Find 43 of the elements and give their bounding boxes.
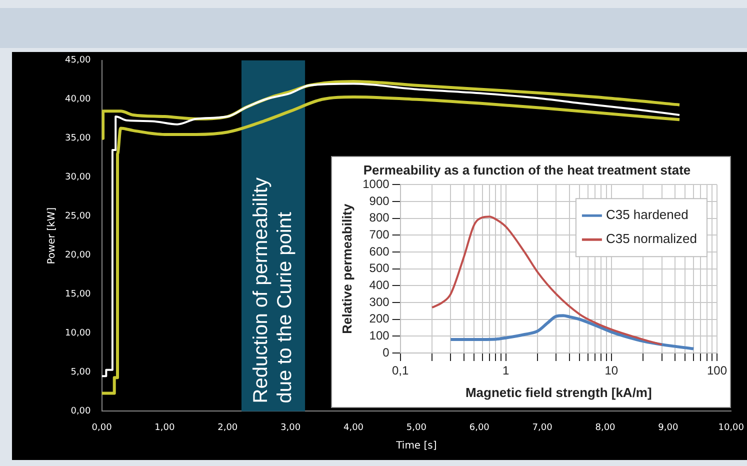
y-tick-label: 25,00 <box>65 212 92 222</box>
legend-label: C35 normalized <box>606 231 697 246</box>
x-tick-label: 7,00 <box>532 422 553 433</box>
x-tick-label: 5,00 <box>406 422 427 433</box>
y-tick-label: 400 <box>369 278 390 292</box>
x-tick-label: 9,00 <box>658 422 678 433</box>
y-tick-label: 800 <box>369 210 390 225</box>
y-tick-label: 500 <box>369 261 390 276</box>
y-tick-label: 600 <box>369 244 390 258</box>
y-tick-label: 300 <box>369 294 390 309</box>
y-tick-label: 35,00 <box>65 134 92 144</box>
x-tick-label: 100 <box>706 364 728 378</box>
x-tick-label: 10,00 <box>718 422 744 433</box>
x-tick-label: 3,00 <box>280 422 301 433</box>
x-tick-label: 4,00 <box>343 422 364 433</box>
y-tick-label: 200 <box>369 312 390 326</box>
y-tick-label: 15,00 <box>65 290 92 300</box>
y-tick-label: 0,00 <box>70 406 92 417</box>
band-label: Reduction of permeability due to the Curie point <box>250 178 296 404</box>
y-tick-label: 20,00 <box>65 250 92 261</box>
x-tick-label: 0,00 <box>92 422 112 433</box>
x-tick-label: 10 <box>604 364 618 378</box>
y-tick-label: 45,00 <box>65 56 92 66</box>
y-axis-title: Power [kW] <box>46 207 58 264</box>
x-tick-label: 1 <box>502 364 510 378</box>
x-tick-label: 0,1 <box>392 364 409 378</box>
legend-label: C35 hardened <box>606 207 688 222</box>
x-tick-label: 8,00 <box>595 422 616 433</box>
x-tick-label: 6,00 <box>469 422 490 433</box>
y-tick-label: 40,00 <box>65 94 92 105</box>
x-tick-label: 2,00 <box>218 422 238 433</box>
y-tick-label: 900 <box>369 194 390 208</box>
y-tick-label: 0 <box>382 345 390 360</box>
chart-title: Permeability as a function of the heat treatment state <box>363 162 691 178</box>
y-tick-label: 100 <box>369 328 390 342</box>
y-tick-label: 10,00 <box>65 328 92 339</box>
x-axis-title: Magnetic field strength [kA/m] <box>465 384 652 400</box>
x-tick-label: 1,00 <box>154 422 175 433</box>
y-tick-label: 1000 <box>362 176 390 191</box>
y-axis-title: Relative permeability <box>339 203 354 334</box>
y-tick-label: 30,00 <box>65 172 92 183</box>
x-axis-title: Time [s] <box>395 440 437 452</box>
y-tick-label: 700 <box>369 227 390 242</box>
